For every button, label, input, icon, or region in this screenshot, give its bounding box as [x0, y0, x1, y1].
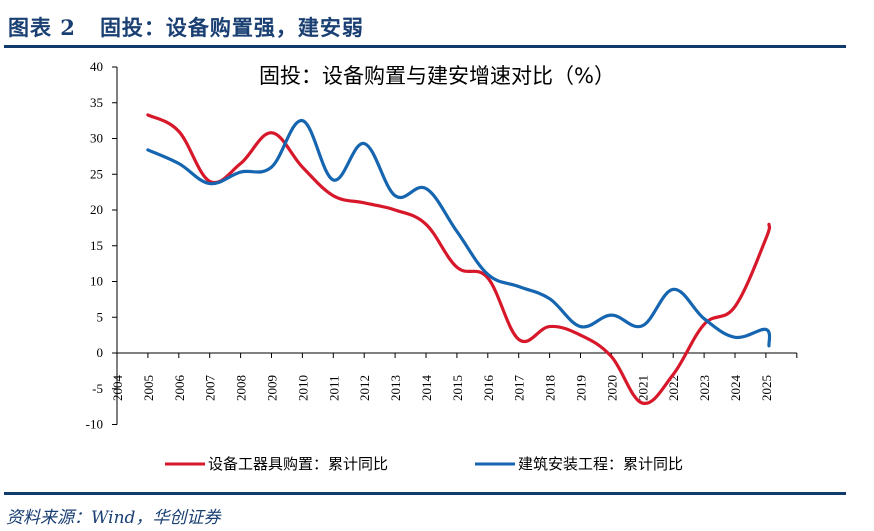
x-tick-label: 2024 — [728, 375, 743, 402]
x-tick-label: 2022 — [666, 375, 681, 401]
y-tick-label: 20 — [90, 202, 103, 217]
chart-title: 固投：设备购置与建安增速对比（%） — [259, 64, 615, 88]
line-chart: 固投：设备购置与建安增速对比（%） 4035302520151050-5-102… — [86, 59, 798, 473]
x-tick-label: 2012 — [357, 375, 372, 401]
figure-title: 图表 2 固投：设备购置强，建安弱 — [8, 12, 364, 44]
x-tick-label: 2014 — [419, 375, 434, 402]
y-tick-label: 30 — [90, 131, 103, 146]
x-tick-label: 2009 — [265, 375, 280, 401]
x-tick-label: 2008 — [234, 375, 249, 401]
x-tick-label: 2016 — [481, 375, 496, 402]
x-tick-label: 2018 — [543, 375, 558, 401]
series-line-equipment — [146, 113, 772, 405]
footer-rule — [4, 492, 846, 495]
x-tick-label: 2020 — [604, 375, 619, 401]
y-tick-label: 10 — [90, 274, 103, 289]
x-tick-label: 2006 — [172, 375, 187, 402]
x-tick-label: 2004 — [110, 375, 125, 402]
source-note: 资料来源：Wind，华创证券 — [6, 508, 221, 528]
x-tick-label: 2023 — [697, 375, 712, 401]
y-tick-label: -10 — [86, 417, 103, 432]
x-tick-label: 2013 — [388, 375, 403, 401]
x-tick-label: 2021 — [635, 375, 650, 401]
y-tick-label: 15 — [90, 238, 103, 253]
x-tick-label: 2005 — [141, 375, 156, 401]
x-tick-label: 2011 — [326, 375, 341, 401]
legend-label-construction: 建筑安装工程：累计同比 — [518, 455, 683, 473]
x-tick-label: 2007 — [203, 375, 218, 402]
figure-label: 图表 2 — [8, 15, 76, 40]
y-tick-label: 5 — [97, 309, 104, 324]
x-tick-label: 2017 — [512, 375, 527, 402]
y-tick-label: 40 — [90, 59, 103, 74]
y-tick-label: 35 — [90, 95, 103, 110]
legend-label-equipment: 设备工器具购置：累计同比 — [208, 455, 388, 473]
x-tick-label: 2015 — [450, 375, 465, 401]
series-lines — [146, 113, 772, 405]
y-tick-label: -5 — [92, 381, 103, 396]
legend: 设备工器具购置：累计同比 建筑安装工程：累计同比 — [165, 455, 683, 473]
header-rule — [4, 45, 846, 48]
x-tick-label: 2025 — [759, 375, 774, 401]
figure-heading: 固投：设备购置强，建安弱 — [99, 15, 364, 40]
series-line-construction — [146, 119, 772, 348]
x-tick-label: 2010 — [295, 375, 310, 401]
x-tick-label: 2019 — [574, 375, 589, 401]
y-tick-label: 0 — [97, 345, 104, 360]
y-tick-label: 25 — [90, 166, 103, 181]
